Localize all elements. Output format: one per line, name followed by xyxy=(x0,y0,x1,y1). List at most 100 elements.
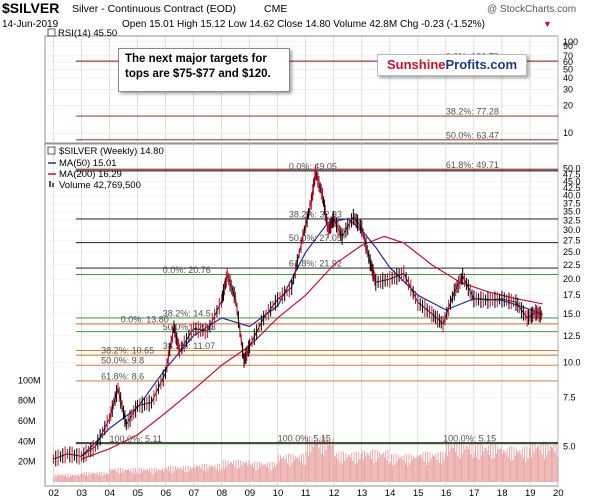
volume-bar xyxy=(185,465,187,482)
fib-level-label: 100.0%: 5.15 xyxy=(278,433,331,443)
volume-bar xyxy=(444,453,446,482)
volume-bar xyxy=(489,454,490,482)
volume-bar xyxy=(251,462,253,482)
volume-bar xyxy=(378,458,380,482)
volume-bar xyxy=(387,449,389,482)
volume-bar xyxy=(315,442,316,482)
volume-bar xyxy=(543,459,545,482)
volume-bar xyxy=(158,469,160,482)
upper-tick-label: 20 xyxy=(563,101,573,111)
volume-bar xyxy=(250,465,252,482)
volume-bar xyxy=(422,452,424,482)
volume-bar xyxy=(63,476,65,482)
volume-bar xyxy=(457,456,459,482)
price-tick-label: 10.0 xyxy=(563,358,581,368)
volume-bar xyxy=(408,453,410,482)
volume-bar xyxy=(389,461,391,482)
brand-logo: SunshineProfits.com xyxy=(377,54,527,76)
volume-bar xyxy=(200,468,202,482)
volume-bar xyxy=(265,466,267,482)
volume-bar xyxy=(515,448,517,482)
volume-bar xyxy=(126,469,128,482)
volume-bar xyxy=(110,470,112,482)
volume-bar xyxy=(295,456,297,482)
rsi-legend: RSI(14) 45.50 xyxy=(47,28,117,39)
volume-bar xyxy=(213,467,215,482)
volume-bar xyxy=(268,468,270,482)
ma50-legend-text: MA(50) 15.01 xyxy=(59,158,117,169)
price-tick-label: 5.0 xyxy=(563,441,576,451)
volume-bar xyxy=(451,447,453,482)
volume-bar xyxy=(357,462,358,482)
volume-bar xyxy=(435,453,437,482)
volume-bar xyxy=(284,460,286,482)
volume-bar xyxy=(311,437,313,482)
volume-bar xyxy=(170,465,172,482)
volume-bar xyxy=(109,468,111,482)
volume-bar xyxy=(209,467,211,482)
volume-bar xyxy=(532,441,534,482)
x-tick-label: 04 xyxy=(104,488,115,499)
volume-bar xyxy=(304,464,306,482)
volume-bar xyxy=(178,467,180,482)
volume-bar xyxy=(130,468,132,482)
volume-bar xyxy=(253,467,255,482)
volume-bar xyxy=(153,467,155,482)
volume-bar xyxy=(552,448,554,482)
volume-bar xyxy=(373,462,375,482)
volume-bar xyxy=(107,473,109,482)
volume-bar xyxy=(407,466,409,482)
volume-bar xyxy=(392,464,394,482)
volume-bar xyxy=(455,451,457,482)
volume-bar xyxy=(341,464,343,482)
volume-bar xyxy=(499,448,501,482)
volume-bar xyxy=(188,470,190,482)
volume-bar xyxy=(183,466,184,482)
volume-bar xyxy=(409,463,411,482)
volume-bar xyxy=(74,474,76,482)
volume-bar xyxy=(395,454,397,482)
x-tick-label: 11 xyxy=(301,488,311,499)
volume-bar xyxy=(393,453,395,482)
volume-bar xyxy=(449,451,451,482)
price-tick-label: 42.5 xyxy=(563,183,581,193)
volume-bar xyxy=(542,441,544,482)
volume-bar xyxy=(262,465,264,482)
upper-tick-label: 40 xyxy=(563,73,573,83)
volume-bar xyxy=(230,462,232,482)
volume-bar xyxy=(122,468,124,482)
volume-bar xyxy=(534,443,536,482)
volume-bar xyxy=(291,463,293,482)
upper-tick-label: 10 xyxy=(563,128,573,138)
volume-bar xyxy=(350,457,351,482)
fib-level-label: 0.0%: 20.76 xyxy=(163,265,211,275)
volume-bar xyxy=(318,448,320,482)
price-tick-label: 35.0 xyxy=(563,207,581,217)
volume-bar xyxy=(119,467,121,482)
volume-bar xyxy=(469,443,471,482)
volume-bar xyxy=(333,455,335,482)
volume-bar xyxy=(344,460,346,482)
volume-bar xyxy=(184,471,186,482)
volume-bar xyxy=(345,452,347,482)
volume-bar xyxy=(162,468,163,482)
x-tick-label: 17 xyxy=(469,488,480,499)
volume-bar xyxy=(519,449,521,482)
volume-bar xyxy=(421,458,423,482)
volume-bar xyxy=(521,447,523,482)
x-tick-label: 19 xyxy=(525,488,536,499)
volume-bar xyxy=(274,462,276,482)
volume-bar xyxy=(541,454,543,482)
price-tick-label: 32.5 xyxy=(563,216,581,226)
volume-bar xyxy=(237,459,239,482)
copyright-text: @ StockCharts.com xyxy=(487,4,576,15)
volume-bar xyxy=(163,471,165,482)
volume-bar xyxy=(267,462,269,482)
volume-bar xyxy=(299,461,301,482)
fib-level-label: 100.0%: 5.11 xyxy=(109,434,161,444)
volume-bar xyxy=(152,474,154,482)
volume-bar xyxy=(440,451,441,482)
price-tick-label: 50.0 xyxy=(563,164,581,174)
volume-bar xyxy=(417,456,419,482)
volume-bar xyxy=(145,469,147,482)
